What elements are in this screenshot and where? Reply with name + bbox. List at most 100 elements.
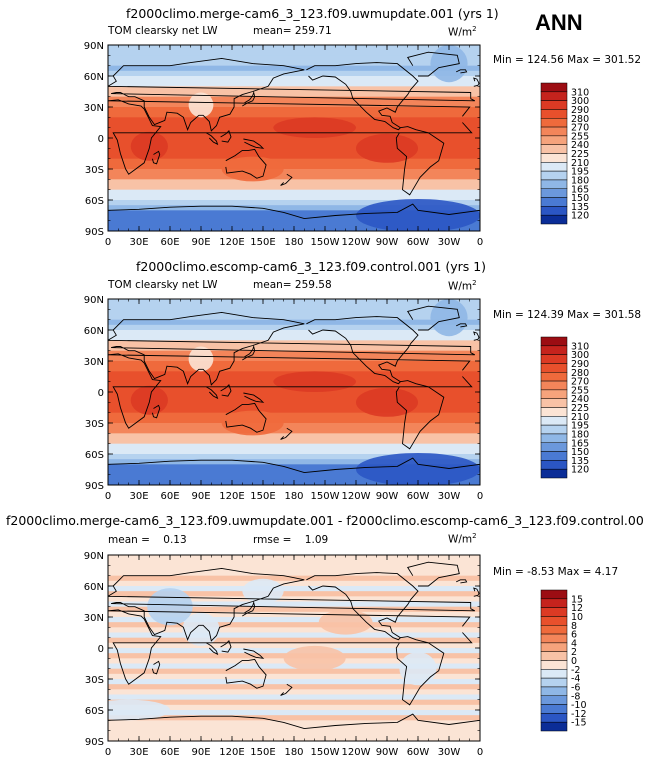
colorbar-swatch [540,372,568,382]
map-region [356,198,480,231]
map-band [108,412,480,419]
coastline [205,642,219,656]
panel1-mean-label: mean= 259.71 [253,25,332,37]
panel1-colorbar: 3103002902802702552402252101951801651501… [540,82,589,225]
map-band [108,575,480,582]
coastline [306,62,419,131]
coastline [455,69,468,74]
coastline [406,305,460,331]
map-band [108,565,480,572]
colorbar-label: 150 [571,193,589,204]
y-tick-label: 90S [85,227,104,238]
map-band [108,189,480,196]
y-tick-label: 30N [84,613,104,624]
colorbar-label: -6 [571,682,580,693]
map-band [108,184,480,191]
colorbar-label: -4 [571,674,580,685]
colorbar-swatch [540,398,568,408]
x-tick-label: 60W [407,747,430,758]
map-region [108,699,170,721]
x-tick-label: 180 [284,491,303,502]
map-region [221,156,284,182]
map-region [318,609,373,635]
colorbar-swatch [540,162,568,172]
colorbar-label: 120 [571,211,589,222]
x-tick-label: 0 [477,747,483,758]
colorbar-swatch [540,660,568,670]
colorbar-label: 210 [571,158,589,169]
colorbar-label: 180 [571,429,589,440]
colorbar-swatch [540,451,568,461]
colorbar-swatch [540,607,568,617]
x-tick-label: 0 [477,491,483,502]
colorbar-label: 280 [571,368,589,379]
coastline [205,386,219,400]
colorbar-swatch [540,380,568,391]
panel3-units: W/m2 [448,532,477,546]
map-band [108,335,480,341]
coastline [225,658,267,689]
x-tick-label: 30E [129,237,148,248]
map-band [108,710,480,716]
colorbar-label: 240 [571,394,589,405]
x-tick-label: 150E [250,747,275,758]
colorbar-swatch [540,433,568,443]
colorbar-swatch [540,669,568,679]
map-band [108,699,480,706]
coastline [243,392,265,403]
y-tick-label: 90N [84,295,104,306]
coastline [205,132,219,146]
colorbar-label: 4 [571,638,577,649]
colorbar-swatch [540,642,568,652]
colorbar-swatch [540,118,568,128]
map-band [108,428,480,434]
map-band [108,179,480,186]
map-band [108,611,480,618]
colorbar-swatch [540,170,568,181]
map-band [108,60,480,67]
panel2-variable-label: TOM clearsky net LW [108,279,218,291]
x-tick-label: 90W [376,747,399,758]
map-band [108,606,480,613]
colorbar-label: -10 [571,700,587,711]
colorbar-label: 225 [571,149,589,160]
colorbar-label: 255 [571,385,589,396]
coastline [108,353,473,429]
x-tick-label: 120W [342,747,371,758]
panel3-mean-value: 0.13 [163,534,187,546]
map-band [108,138,480,144]
colorbar-swatch [540,616,568,626]
colorbar-swatch [540,389,568,399]
map-band [108,361,480,367]
x-tick-label: 90E [191,237,210,248]
colorbar-label: 195 [571,421,589,432]
map-band [108,169,480,175]
colorbar-label: 135 [571,456,589,467]
panel2-mean-value: 259.58 [294,279,332,291]
colorbar-label: 310 [571,87,589,98]
y-tick-label: 0 [98,388,104,399]
map-band [108,350,480,357]
panel2-mean-label: mean= 259.58 [253,279,332,291]
coastline [395,636,445,706]
panel1-minmax: Min = 124.56 Max = 301.52 [493,54,642,66]
map-band [108,704,480,711]
y-tick-label: 60N [84,72,104,83]
colorbar-swatch [540,442,568,452]
x-tick-label: 0 [105,747,111,758]
colorbar-swatch [540,109,568,119]
colorbar-swatch [540,135,568,145]
coastline [473,331,480,341]
map-band [108,70,480,77]
colorbar-swatch [540,188,568,198]
colorbar-swatch [540,424,568,435]
colorbar-swatch [540,677,568,688]
coastline [395,126,445,196]
y-tick-label: 90N [84,551,104,562]
map-band [108,694,480,701]
map-band [108,560,480,566]
colorbar-swatch [540,144,568,154]
x-tick-label: 30E [129,747,148,758]
map-region [356,387,418,417]
colorbar-label: 15 [571,594,583,605]
